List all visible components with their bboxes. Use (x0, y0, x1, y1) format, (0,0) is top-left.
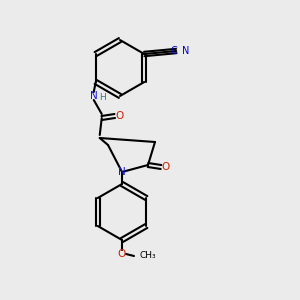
Text: N: N (90, 91, 98, 101)
Text: N: N (118, 167, 126, 177)
Text: O: O (162, 162, 170, 172)
Text: O: O (118, 249, 126, 259)
Text: O: O (116, 111, 124, 121)
Text: H: H (99, 92, 106, 101)
Text: C: C (171, 46, 178, 56)
Text: CH₃: CH₃ (140, 251, 157, 260)
Text: N: N (182, 46, 189, 56)
